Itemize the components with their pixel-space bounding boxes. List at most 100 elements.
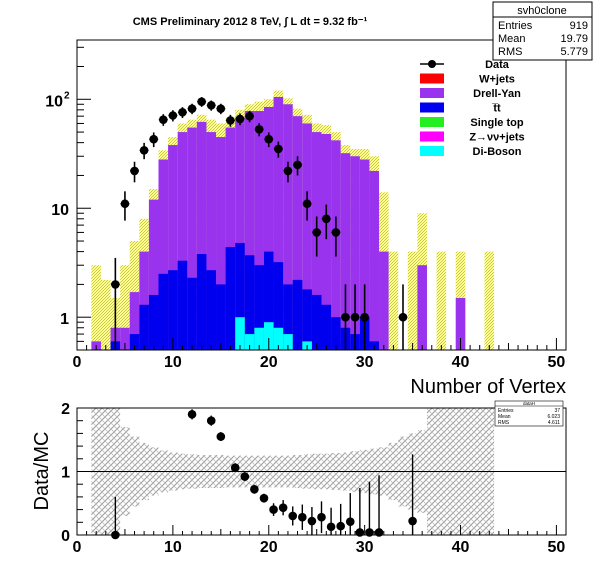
bar-tt	[254, 265, 264, 350]
bar-drellyan	[350, 156, 360, 350]
x-tick-label: 50	[548, 354, 566, 371]
ratio-panel: 0 10 20 30 40 50 0 1 2 Data/MC dataH Entries 37 …	[31, 400, 567, 556]
data-point	[398, 312, 408, 322]
x-tick-label: 30	[356, 354, 374, 371]
bar-drellyan	[158, 159, 169, 350]
data-point	[149, 134, 159, 144]
ratio-point	[278, 503, 288, 512]
y-tick-label: 10	[51, 202, 69, 219]
bar-drellyan	[187, 127, 197, 351]
bar-drellyan	[455, 298, 466, 350]
main-plot-frame	[76, 39, 567, 351]
x-axis-title: Number of Vertex	[410, 376, 566, 398]
bar-drellyan	[206, 132, 217, 350]
bar-tt	[321, 304, 332, 350]
ratio-point	[206, 416, 216, 426]
bar-drellyan	[292, 116, 303, 351]
data-point	[197, 97, 206, 107]
legend-label: t̅t	[491, 103, 501, 115]
bar-drellyan	[177, 132, 188, 350]
bar-drellyan	[417, 265, 427, 350]
ratio-point	[288, 511, 298, 521]
data-point	[274, 144, 283, 154]
mc-uncertainty-bar	[388, 251, 399, 350]
ratio-y-tick-label: 1	[61, 465, 70, 482]
bar-tt	[206, 270, 217, 350]
ratio-x-tick-label: 20	[260, 539, 278, 556]
data-point	[341, 312, 350, 322]
bar-tt	[168, 270, 178, 350]
bar-drellyan	[196, 121, 207, 350]
data-point	[158, 115, 168, 124]
x-tick-label: 40	[452, 354, 470, 371]
bar-diboson	[283, 334, 293, 350]
ratio-point	[259, 493, 269, 503]
bar-tt	[235, 242, 245, 350]
mc-uncertainty-bar	[436, 251, 447, 350]
stats-value-mean: 19.79	[560, 33, 588, 45]
bar-diboson	[244, 334, 255, 350]
mc-uncertainty-bar	[407, 251, 418, 350]
data-point	[331, 228, 341, 237]
bar-drellyan	[254, 111, 264, 350]
mc-uncertainty-bar	[91, 265, 101, 350]
bar-drellyan	[168, 145, 178, 350]
ratio-point	[216, 432, 226, 441]
y-tick-label: 10	[45, 93, 63, 110]
bar-tt	[225, 247, 236, 350]
legend-swatch	[420, 102, 444, 113]
bar-diboson	[263, 322, 274, 350]
legend-label: Di-Boson	[473, 146, 522, 158]
bar-drellyan	[129, 292, 140, 350]
bar-drellyan	[225, 127, 236, 351]
data-point	[178, 107, 187, 117]
data-point	[226, 116, 235, 125]
data-point	[168, 111, 178, 120]
data-point	[111, 280, 120, 289]
ratio-point	[187, 410, 197, 419]
ratio-point	[230, 463, 240, 472]
ratio-x-tick-label: 30	[356, 539, 374, 556]
ratio-point	[317, 512, 326, 522]
data-point	[187, 104, 197, 113]
bar-tt	[187, 277, 197, 350]
bar-tt	[331, 317, 341, 350]
data-point	[264, 134, 274, 144]
y-tick-label: 1	[60, 311, 69, 328]
bar-tt	[302, 289, 312, 350]
ratio-point	[336, 521, 345, 531]
x-tick-label: 10	[164, 354, 182, 371]
data-point	[206, 101, 216, 110]
ratio-x-tick-label: 50	[548, 539, 566, 556]
bar-tt	[311, 294, 322, 350]
data-point	[360, 312, 369, 322]
ratio-stats-value-rms: 4.611	[548, 420, 560, 426]
stats-box: svh0clone Entries 919 Mean 19.79 RMS 5.7…	[492, 1, 593, 61]
bar-drellyan	[340, 153, 351, 350]
bar-drellyan	[302, 123, 312, 350]
legend-swatch	[420, 88, 444, 98]
data-point	[283, 166, 293, 176]
data-point	[293, 160, 302, 170]
legend-swatch	[420, 146, 444, 156]
bar-tt	[158, 273, 169, 350]
x-tick-label: 20	[260, 354, 278, 371]
bar-drellyan	[369, 170, 380, 350]
data-point	[302, 199, 312, 209]
data-point	[245, 111, 254, 121]
ratio-stats-box: dataH Entries 37 Mean 6.023 RMS 4.611	[494, 400, 564, 427]
ratio-stats-label-entries: Entries	[498, 408, 514, 414]
legend-swatch	[420, 73, 444, 84]
legend: Data W+jets Drell-Yan t̅t Single top Z→νν+jet…	[420, 59, 525, 158]
bar-tt	[216, 284, 226, 350]
y-tick-exponent: 2	[64, 90, 70, 101]
bar-drellyan	[244, 111, 255, 350]
ratio-point	[298, 512, 307, 522]
bar-drellyan	[379, 251, 389, 350]
x-tick-label: 0	[73, 354, 82, 371]
stats-label-mean: Mean	[498, 33, 526, 45]
legend-swatch	[420, 131, 444, 142]
bar-tt	[148, 294, 159, 350]
bar-tt	[263, 251, 274, 350]
mc-uncertainty-bar	[120, 265, 130, 350]
